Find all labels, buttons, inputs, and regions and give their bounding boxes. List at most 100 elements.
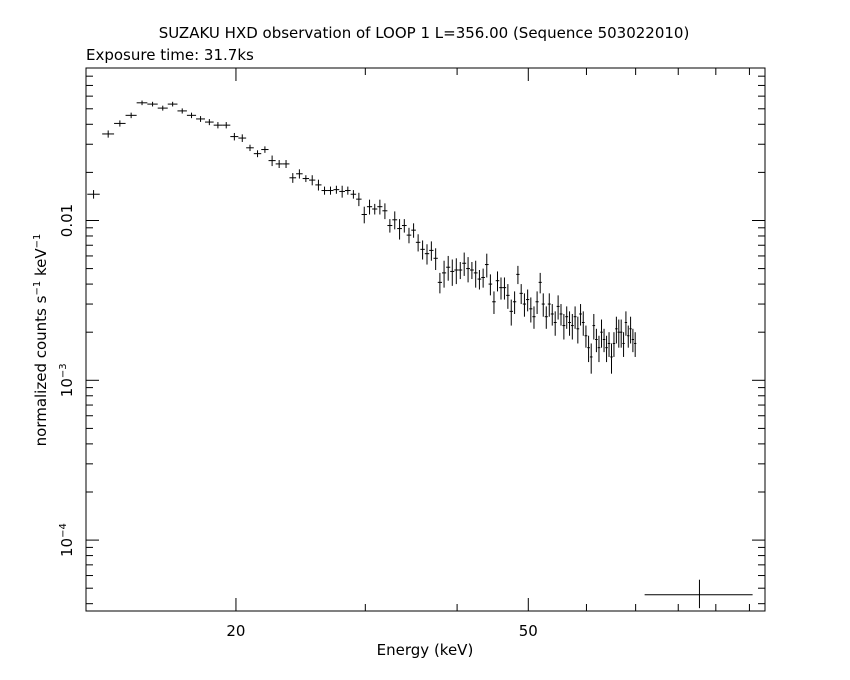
y-tick-label-base: 10 [58,538,76,557]
data-point [535,291,539,314]
data-point [345,186,351,195]
data-point [222,122,231,129]
data-point [387,219,393,233]
y-axis-label-main: normalized counts s [32,295,50,446]
data-point [230,132,239,141]
data-point [602,328,606,353]
data-point [617,319,620,348]
data-point [544,306,548,329]
data-point [627,325,630,348]
data-point [502,277,507,300]
x-axis-label: Energy (keV) [377,641,474,659]
data-point [361,206,367,224]
data-point [522,293,527,317]
data-point [473,260,478,288]
data-point [415,234,421,252]
data-point [492,291,496,314]
data-point [562,313,566,340]
data-point [196,116,205,122]
data-point [437,272,442,294]
data-point [350,190,357,199]
data-point [433,248,438,270]
data-point [615,316,618,344]
data-point [213,122,223,129]
data-point [424,244,430,265]
data-point [584,325,588,348]
chart-subtitle: Exposure time: 31.7ks [86,46,254,64]
data-point [512,291,517,314]
data-point [488,274,493,296]
data-point [466,257,470,283]
data-point [538,272,542,294]
data-point [268,155,276,167]
data-point [339,185,346,198]
data-point [167,101,178,107]
data-point [597,335,601,363]
data-point [392,211,398,230]
data-point [477,269,482,290]
data-point [382,203,388,220]
data-point [296,169,303,179]
y-axis-label: normalized counts s−1 keV−1 [32,234,50,447]
data-point [570,313,574,340]
y-axis-label-unit: keV [32,248,50,281]
data-point [136,100,148,106]
data-point [481,268,485,288]
data-point [576,316,580,344]
data-point [246,144,254,152]
data-point [469,261,474,280]
y-axis-label-exp2: −1 [32,234,43,249]
data-point [147,101,158,107]
plot-frame [85,67,766,612]
data-point [114,120,126,127]
data-point [177,108,187,114]
data-point [516,265,520,285]
data-point [401,219,407,233]
data-point [484,253,489,278]
data-point [499,277,503,300]
data-point [462,252,467,276]
y-tick-label-base: 10 [58,378,76,397]
data-point [406,227,412,244]
data-point [356,192,362,207]
data-point [458,261,463,280]
y-tick-label: 0.01 [58,204,76,237]
data-point [631,328,635,353]
data-point [553,311,557,336]
data-point [275,160,283,169]
data-point [204,119,214,126]
data-point [556,295,560,320]
data-point [495,271,500,292]
chart-title: SUZAKU HXD observation of LOOP 1 L=356.0… [159,24,690,42]
data-point [629,316,632,344]
data-point [450,259,455,286]
data-point [587,335,590,363]
data-point [238,134,247,142]
data-point [547,293,551,317]
data-point [87,190,100,199]
x-tick-label: 20 [226,622,245,640]
data-point [624,311,628,336]
data-point [568,311,571,336]
data-point [333,185,340,194]
data-point [573,306,577,329]
data-point [441,260,447,288]
data-point [634,332,637,357]
data-point [532,306,536,329]
axis-ticks [86,67,765,611]
y-tick-label: 10−3 [58,363,76,397]
data-point [309,175,316,186]
data-point [302,175,310,183]
data-point [526,289,530,312]
data-point [157,105,168,111]
data-point [550,304,554,326]
data-point [565,306,569,329]
data-point [541,293,545,317]
data-point [600,319,603,348]
data-point [519,284,523,305]
data-point [102,130,115,138]
data-point [506,284,510,309]
data-point [186,112,197,119]
